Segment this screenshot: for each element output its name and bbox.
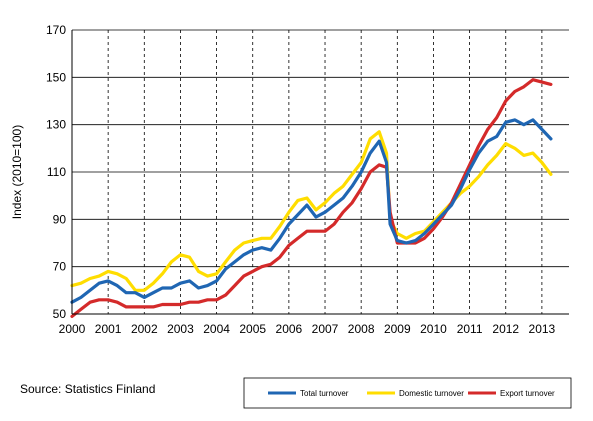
x-tick-label: 2006 <box>276 322 303 336</box>
legend: Total turnover Domestic turnover Export tu… <box>243 377 572 409</box>
x-tick-label: 2002 <box>131 322 158 336</box>
y-tick-label: 70 <box>53 260 67 274</box>
x-tick-labels: 2000 2001 2002 2003 2004 2005 2006 2007 2008 2009… <box>59 322 556 336</box>
legend-label-export-turnover: Export turnover <box>500 389 555 398</box>
x-tick-label: 2013 <box>529 322 556 336</box>
x-tick-label: 2000 <box>59 322 86 336</box>
x-tick-label: 2007 <box>312 322 339 336</box>
x-tick-label: 2008 <box>348 322 375 336</box>
series-line-total-turnover <box>70 118 553 304</box>
x-tick-label: 2009 <box>384 322 411 336</box>
y-tick-label: 50 <box>53 307 67 321</box>
legend-label-domestic-turnover: Domestic turnover <box>399 389 464 398</box>
x-tick-label: 2012 <box>492 322 519 336</box>
y-tick-label: 150 <box>46 70 66 84</box>
y-tick-label: 130 <box>46 118 66 132</box>
series-line-export-turnover <box>70 78 553 318</box>
x-tick-label: 2010 <box>420 322 447 336</box>
y-tick-label: 110 <box>47 165 66 179</box>
y-tick-label: 170 <box>46 23 66 37</box>
x-tick-label: 2004 <box>203 322 230 336</box>
y-axis-title: Index (2010=100) <box>10 125 24 219</box>
x-tick-label: 2003 <box>167 322 194 336</box>
series-lines <box>70 78 553 318</box>
y-tick-label: 90 <box>53 212 67 226</box>
x-tick-label: 2001 <box>95 322 122 336</box>
legend-label-total-turnover: Total turnover <box>300 389 349 398</box>
y-tick-labels: 50 70 90 110 130 150 170 <box>46 23 66 321</box>
x-tick-label: 2011 <box>457 322 483 336</box>
x-tick-label: 2005 <box>239 322 266 336</box>
series-line-domestic-turnover <box>70 130 553 292</box>
legend-box <box>243 377 572 409</box>
source-note: Source: Statistics Finland <box>20 382 155 396</box>
grid-lines <box>72 29 569 314</box>
